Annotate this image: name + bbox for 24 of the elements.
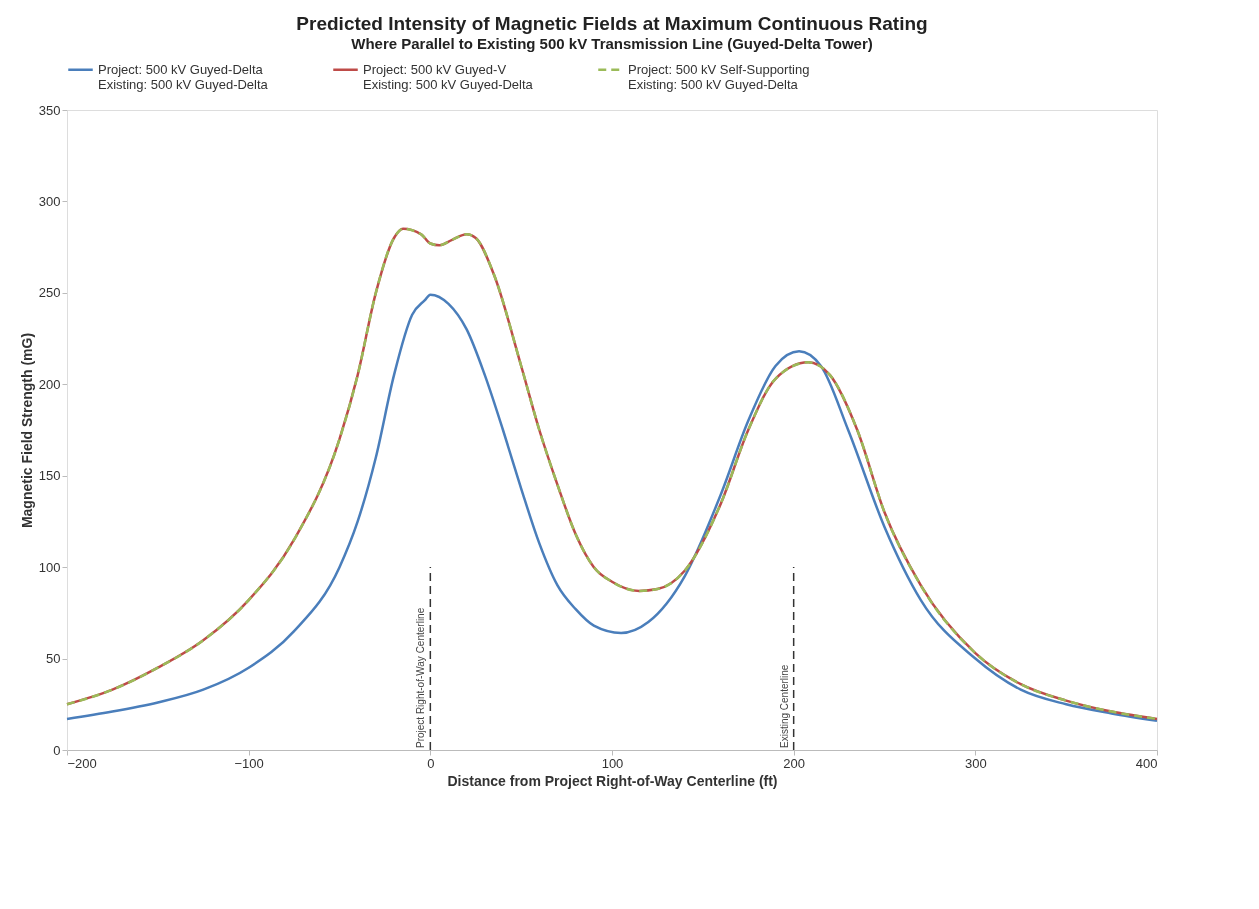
x-axis-title: Distance from Project Right-of-Way Centerline (ft) bbox=[447, 772, 778, 789]
x-tick-label: 300 bbox=[964, 755, 987, 771]
legend-label: Project: 500 kV Self-Supporting Existing: 500 kV Guyed-Delta bbox=[628, 61, 810, 92]
y-tick-label: 200 bbox=[38, 376, 61, 392]
chart-subtitle: Where Parallel to Existing 500 kV Transmission Line (Guyed-Delta Tower) bbox=[351, 35, 873, 52]
x-tick-label: 200 bbox=[783, 755, 806, 771]
chart-title: Predicted Intensity of Magnetic Fields at Maximum Continuous Rating bbox=[296, 13, 928, 34]
x-tick-label: −100 bbox=[234, 755, 264, 771]
legend-label: Project: 500 kV Guyed-V Existing: 500 kV Guyed-Delta bbox=[363, 61, 534, 92]
x-tick-label: 400 bbox=[1135, 755, 1158, 771]
y-tick-label: 300 bbox=[38, 193, 61, 209]
y-tick-label: 100 bbox=[38, 559, 61, 575]
legend-label: Project: 500 kV Guyed-Delta Existing: 500 kV Guyed-Delta bbox=[98, 61, 269, 92]
x-tick-label: 0 bbox=[427, 755, 435, 771]
ref-line-label: Project Right-of-Way Centerline bbox=[415, 607, 427, 748]
y-axis-title: Magnetic Field Strength (mG) bbox=[18, 332, 35, 529]
x-tick-label: −200 bbox=[67, 755, 97, 771]
y-tick-label: 0 bbox=[53, 742, 61, 758]
y-tick-label: 50 bbox=[46, 651, 61, 667]
y-tick-label: 250 bbox=[38, 285, 61, 301]
ref-line-label: Existing Centerline bbox=[778, 664, 790, 748]
y-tick-label: 350 bbox=[38, 102, 61, 118]
x-tick-label: 100 bbox=[601, 755, 624, 771]
y-tick-label: 150 bbox=[38, 468, 61, 484]
